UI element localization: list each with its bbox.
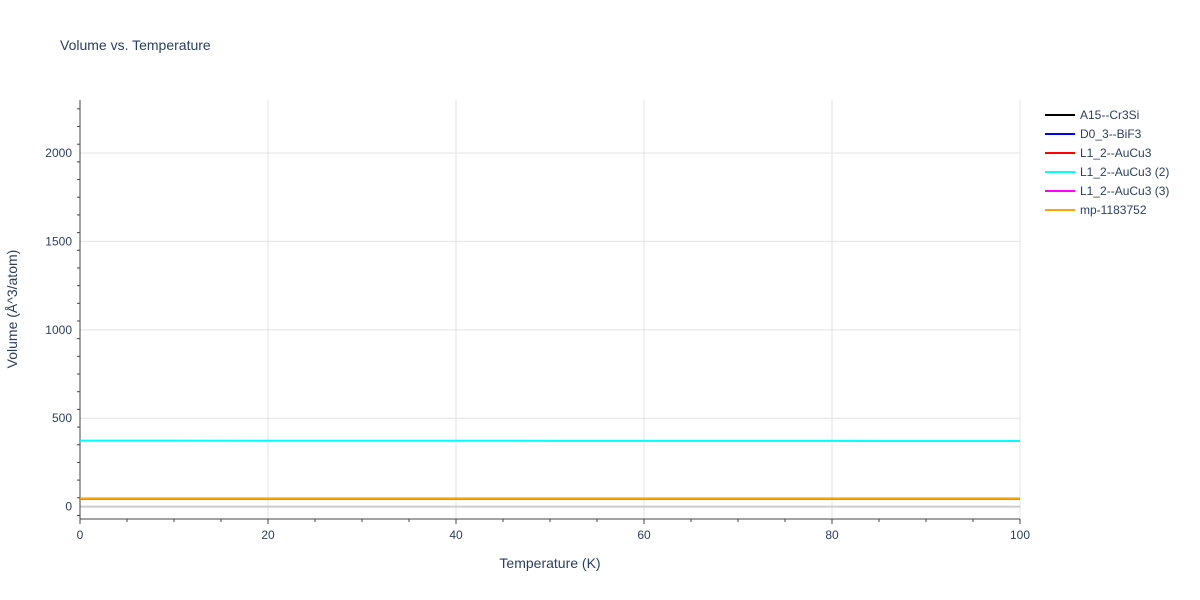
legend-label: D0_3--BiF3 [1080, 127, 1142, 141]
legend-item[interactable]: mp-1183752 [1045, 203, 1147, 217]
x-tick-label: 20 [261, 528, 275, 542]
legend-label: A15--Cr3Si [1080, 108, 1139, 122]
x-axis-label: Temperature (K) [499, 555, 600, 571]
y-tick-label: 0 [65, 500, 72, 514]
x-tick-label: 60 [637, 528, 651, 542]
legend-item[interactable]: A15--Cr3Si [1045, 108, 1139, 122]
legend[interactable]: A15--Cr3Si D0_3--BiF3 L1_2--AuCu3 L1_2--AuC… [1045, 108, 1169, 217]
grid [80, 100, 1021, 519]
y-tick-label: 1000 [45, 323, 72, 337]
legend-label: mp-1183752 [1080, 203, 1147, 217]
series-group [80, 439, 1021, 500]
y-axis-label: Volume (Å^3/atom) [4, 250, 20, 369]
legend-item[interactable]: L1_2--AuCu3 (3) [1045, 184, 1169, 198]
y-tick-label: 2000 [45, 146, 72, 160]
legend-label: L1_2--AuCu3 (3) [1080, 184, 1169, 198]
legend-label: L1_2--AuCu3 [1080, 146, 1152, 160]
chart-title: Volume vs. Temperature [60, 37, 211, 53]
x-tick-label: 80 [825, 528, 839, 542]
legend-item[interactable]: D0_3--BiF3 [1045, 127, 1142, 141]
y-tick-label: 1500 [45, 234, 72, 248]
y-tick-label: 500 [52, 411, 72, 425]
legend-item[interactable]: L1_2--AuCu3 [1045, 146, 1152, 160]
legend-label: L1_2--AuCu3 (2) [1080, 165, 1169, 179]
x-tick-label: 0 [77, 528, 84, 542]
x-tick-label: 40 [449, 528, 463, 542]
legend-item[interactable]: L1_2--AuCu3 (2) [1045, 165, 1169, 179]
x-tick-label: 100 [1010, 528, 1030, 542]
